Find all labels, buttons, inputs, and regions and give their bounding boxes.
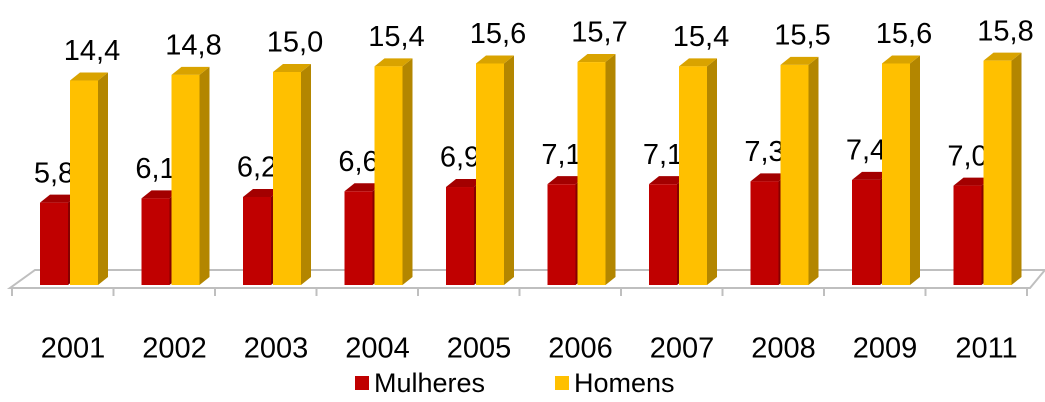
bar-side — [402, 58, 413, 285]
x-tick-label: 2011 — [955, 333, 1017, 365]
bar-side — [910, 55, 920, 286]
bar-top — [141, 190, 180, 199]
bar — [983, 60, 1012, 285]
bar-side — [808, 56, 819, 286]
bar — [750, 181, 779, 285]
bar — [953, 185, 982, 285]
x-tick-label: 2001 — [41, 333, 106, 365]
data-label: 14,4 — [64, 35, 120, 67]
data-label: 6,9 — [440, 142, 480, 174]
bar — [171, 74, 200, 285]
data-label: 6,1 — [135, 153, 175, 185]
bar-top — [547, 176, 586, 185]
data-label: 15,6 — [876, 18, 932, 50]
bar-top — [171, 66, 210, 75]
x-tick-label: 2007 — [650, 333, 715, 365]
x-tick-label: 2009 — [853, 333, 918, 365]
data-label: 15,4 — [368, 21, 424, 53]
bar-top — [649, 176, 687, 185]
bar-side — [98, 72, 108, 286]
x-tick-label: 2002 — [142, 333, 207, 365]
bar-top — [882, 55, 920, 64]
bar-top — [344, 183, 383, 192]
bar-top — [577, 54, 616, 63]
bar-top — [446, 179, 484, 188]
bar-top — [780, 56, 819, 65]
bar-side — [707, 58, 717, 285]
bar-top — [243, 188, 281, 197]
bar-side — [504, 55, 514, 286]
x-tick-label: 2004 — [345, 333, 410, 365]
x-tick-label: 2003 — [244, 333, 309, 365]
data-label: 6,6 — [338, 146, 378, 178]
bar-top — [70, 72, 108, 81]
bar — [577, 62, 606, 286]
data-label: 14,8 — [165, 29, 221, 61]
data-label: 6,2 — [237, 152, 277, 184]
bar — [344, 191, 373, 285]
data-label: 15,4 — [673, 21, 729, 53]
bar — [70, 80, 98, 286]
bar — [40, 202, 68, 285]
bar — [547, 184, 576, 285]
data-label: 7,1 — [643, 139, 683, 171]
bar-side — [199, 66, 210, 285]
legend-label: Homens — [574, 368, 675, 398]
bar-top — [983, 52, 1022, 61]
bar — [273, 72, 301, 285]
bar-top — [852, 171, 890, 180]
bar-top — [476, 55, 514, 64]
legend-label: Mulheres — [374, 368, 485, 398]
data-label: 15,0 — [267, 27, 323, 59]
bar-side — [605, 54, 616, 286]
bar-top — [40, 194, 78, 203]
x-tick-label: 2005 — [447, 333, 512, 365]
data-label: 15,6 — [470, 18, 526, 50]
bar — [446, 187, 474, 285]
bar-side — [301, 64, 311, 285]
bar-side — [1011, 52, 1022, 285]
bar — [374, 66, 403, 285]
bar — [852, 179, 880, 285]
x-tick-label: 2006 — [548, 333, 613, 365]
legend-swatch — [555, 376, 569, 390]
bar-top — [273, 64, 311, 72]
bar — [780, 64, 809, 286]
data-label: 5,8 — [34, 157, 74, 189]
bar-top — [750, 173, 789, 182]
data-label: 7,1 — [541, 139, 581, 171]
data-label: 15,7 — [571, 17, 627, 49]
bar — [679, 66, 707, 285]
bar-top — [374, 58, 413, 67]
legend-swatch — [355, 376, 369, 390]
data-label: 15,8 — [977, 15, 1033, 47]
data-label: 7,4 — [846, 135, 886, 167]
data-label: 15,5 — [774, 20, 830, 52]
bar — [649, 184, 677, 285]
bar — [141, 198, 170, 285]
bar — [476, 63, 504, 286]
x-tick-label: 2008 — [751, 333, 816, 365]
bar — [243, 196, 271, 285]
bar-top — [953, 177, 992, 186]
data-label: 7,3 — [744, 136, 784, 168]
bar — [882, 63, 910, 286]
data-label: 7,0 — [947, 140, 987, 172]
bar-top — [679, 58, 717, 67]
